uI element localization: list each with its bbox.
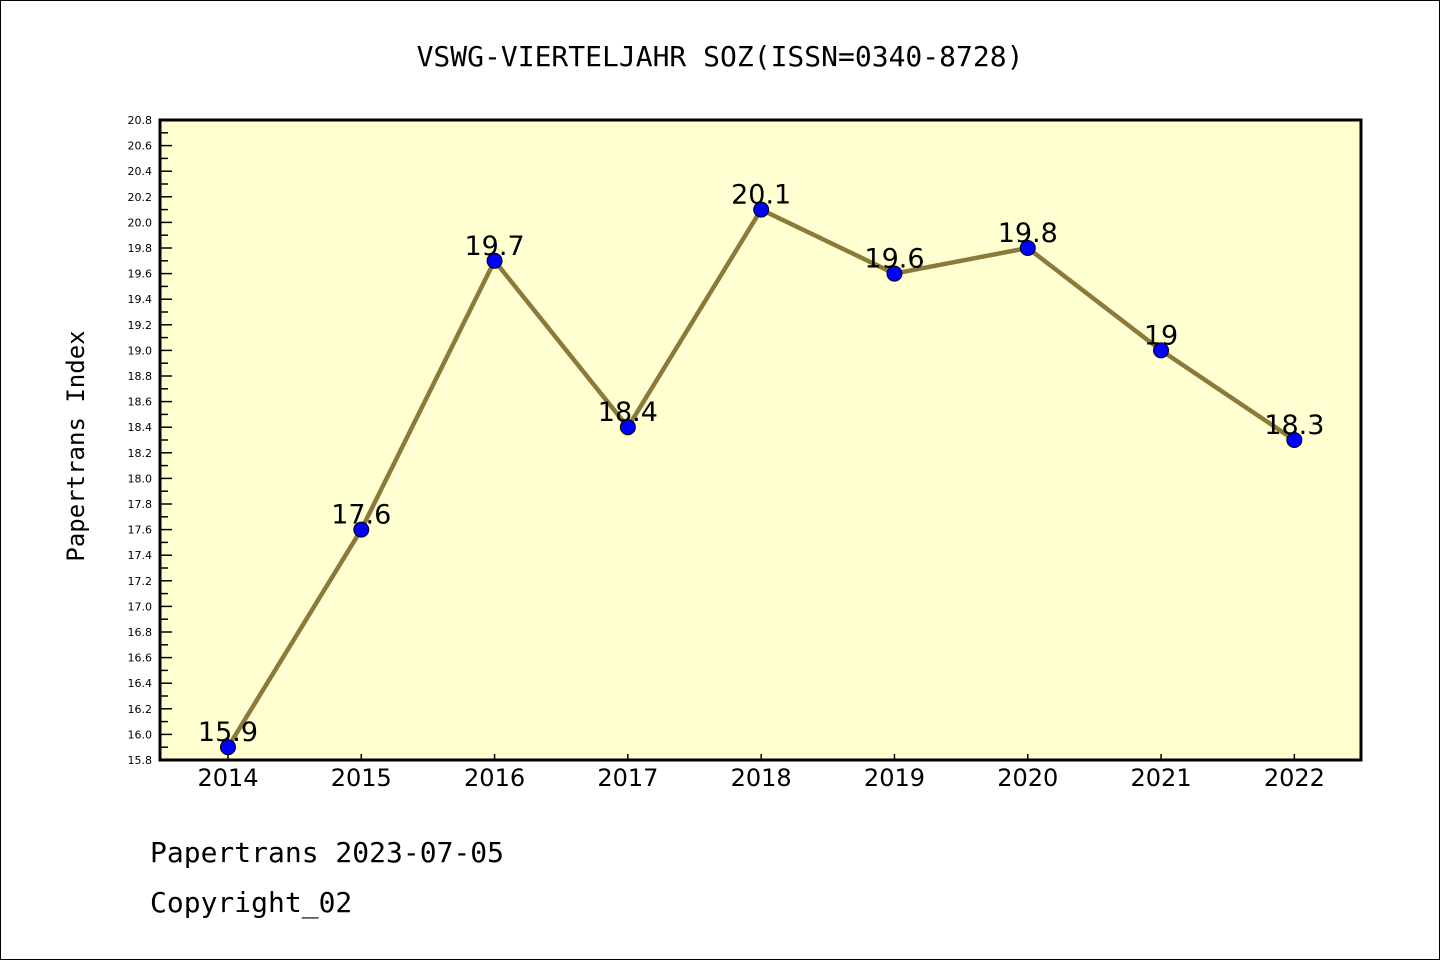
y-tick-label: 15.8 xyxy=(128,754,153,767)
x-tick-label: 2017 xyxy=(597,764,658,792)
x-tick-label: 2014 xyxy=(197,764,258,792)
data-label: 18.4 xyxy=(598,397,658,428)
data-label: 19 xyxy=(1144,320,1178,351)
x-tick-label: 2019 xyxy=(864,764,925,792)
data-point xyxy=(886,265,903,282)
footer-copyright: Copyright_02 xyxy=(150,886,353,919)
y-tick-label: 19.2 xyxy=(128,319,153,332)
data-point xyxy=(619,419,636,436)
y-tick-label: 16.2 xyxy=(128,703,153,716)
data-label: 19.6 xyxy=(864,244,924,275)
data-point xyxy=(219,739,236,756)
x-tick-label: 2015 xyxy=(331,764,392,792)
data-point xyxy=(486,252,503,269)
y-tick-label: 20.0 xyxy=(128,216,153,229)
y-tick-label: 19.4 xyxy=(128,293,153,306)
y-tick-label: 19.0 xyxy=(128,344,153,357)
y-tick-label: 20.6 xyxy=(128,140,153,153)
y-tick-label: 16.4 xyxy=(128,677,153,690)
chart-title: VSWG-VIERTELJAHR SOZ(ISSN=0340-8728) xyxy=(417,40,1024,73)
plot-background xyxy=(160,120,1361,760)
y-tick-label: 16.8 xyxy=(128,626,153,639)
data-label: 20.1 xyxy=(731,180,791,211)
data-point xyxy=(753,201,770,218)
data-point xyxy=(1286,432,1303,448)
y-tick-label: 18.6 xyxy=(128,396,153,409)
data-point xyxy=(353,521,370,538)
y-tick-label: 17.0 xyxy=(128,600,153,613)
data-label: 18.3 xyxy=(1264,410,1324,441)
y-tick-label: 17.6 xyxy=(128,524,153,537)
y-tick-label: 18.4 xyxy=(128,421,153,434)
x-tick-label: 2016 xyxy=(464,764,525,792)
y-tick-label: 16.0 xyxy=(128,728,153,741)
y-axis-label: Papertrans Index xyxy=(62,330,90,561)
x-tick-label: 2021 xyxy=(1131,764,1192,792)
y-tick-label: 16.6 xyxy=(128,652,153,665)
y-tick-label: 18.8 xyxy=(128,370,153,383)
y-tick-label: 19.8 xyxy=(128,242,153,255)
x-tick-label: 2018 xyxy=(731,764,792,792)
y-tick-label: 17.2 xyxy=(128,575,153,588)
data-label: 17.6 xyxy=(331,500,391,531)
data-point xyxy=(1019,240,1036,256)
y-tick-label: 18.0 xyxy=(128,472,153,485)
data-point xyxy=(1153,342,1170,359)
data-label: 15.9 xyxy=(198,717,258,748)
y-tick-label: 18.2 xyxy=(128,447,153,460)
x-tick-label: 2022 xyxy=(1264,764,1325,792)
footer-date: Papertrans 2023-07-05 xyxy=(150,836,505,869)
y-tick-label: 20.2 xyxy=(128,191,153,204)
x-tick-label: 2020 xyxy=(997,764,1058,792)
y-tick-label: 17.4 xyxy=(128,549,153,562)
y-tick-label: 19.6 xyxy=(128,268,153,281)
y-tick-label: 20.4 xyxy=(128,165,153,178)
data-label: 19.7 xyxy=(465,231,525,262)
y-tick-label: 20.8 xyxy=(128,114,153,127)
data-label: 19.8 xyxy=(998,218,1058,249)
y-tick-label: 17.8 xyxy=(128,498,153,511)
plot-border xyxy=(158,118,1363,762)
